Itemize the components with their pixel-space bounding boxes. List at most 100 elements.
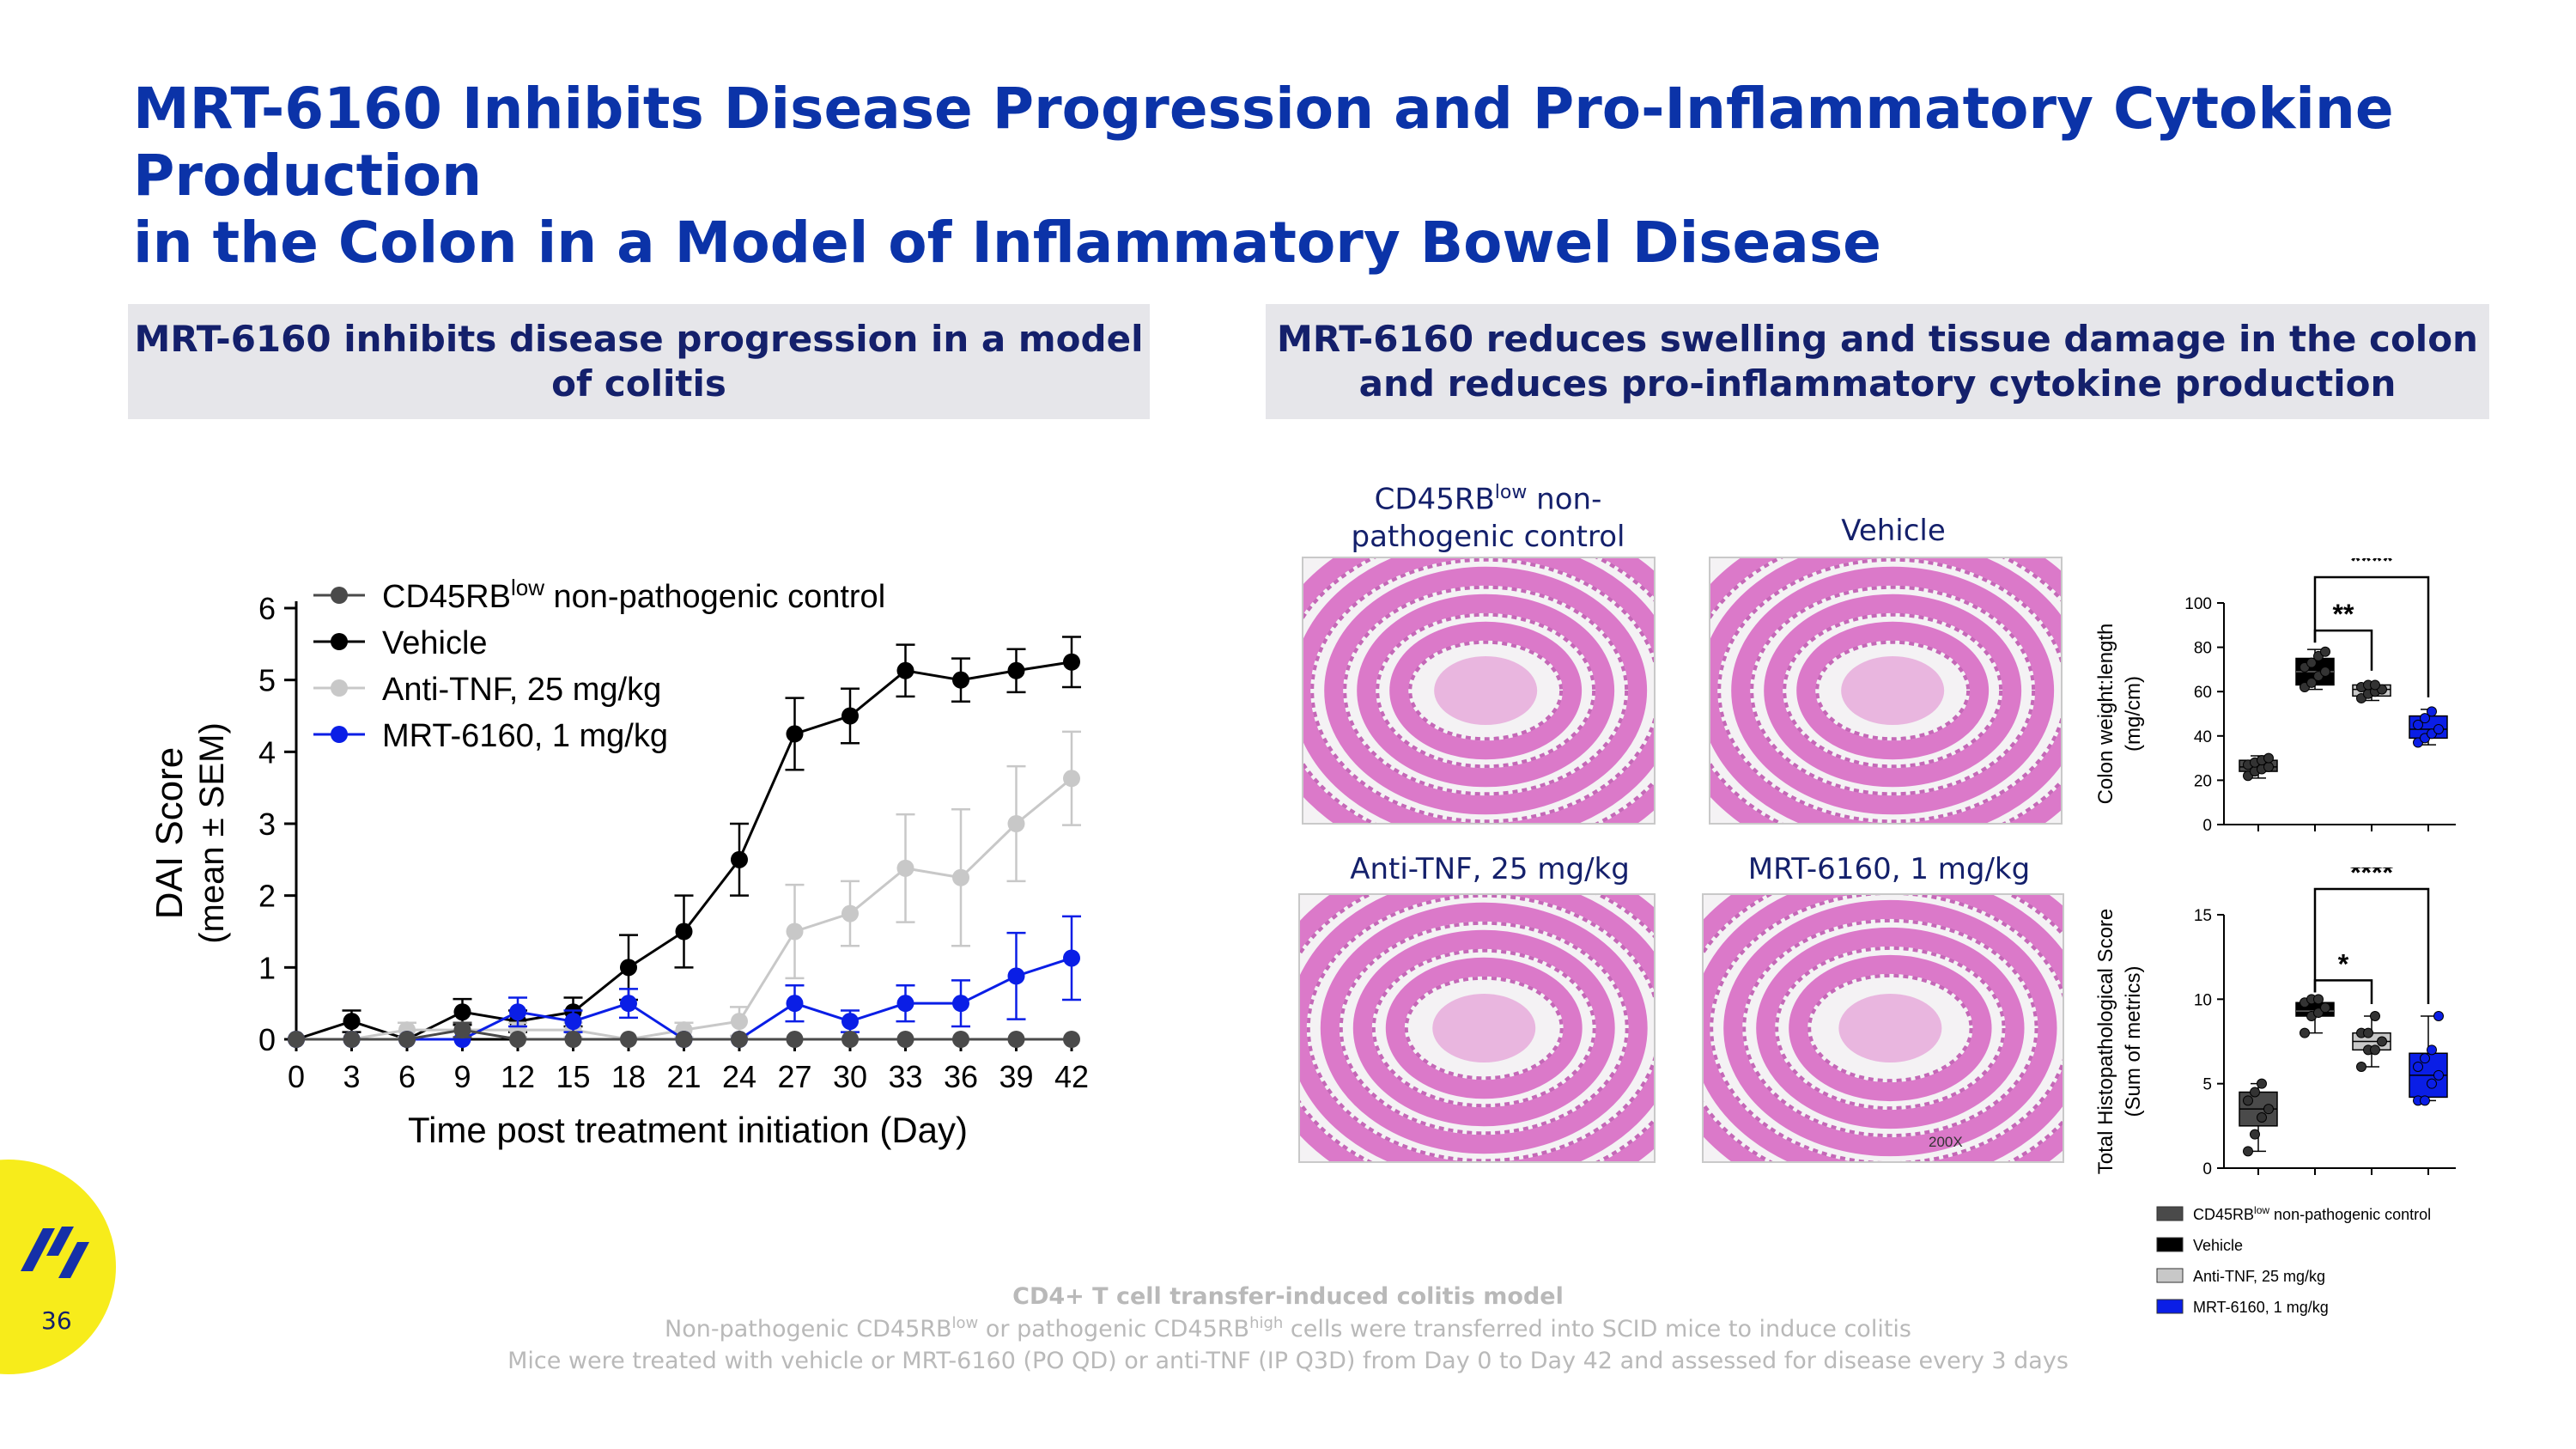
- y-tick-label: 4: [258, 734, 276, 770]
- page-number: 36: [41, 1306, 72, 1335]
- box-point-vehicle: [2313, 994, 2324, 1005]
- right-panel-header-line1: MRT-6160 reduces swelling and tissue dam…: [1277, 318, 2478, 360]
- box-y-label: Colon weight:length: [2094, 624, 2117, 805]
- legend-marker-control: [331, 587, 348, 604]
- line-chart-legend: CD45RBlow non-pathogenic control Vehicle A…: [313, 575, 885, 754]
- data-point-anti_tnf: [841, 904, 859, 922]
- data-point-control: [453, 1021, 471, 1039]
- box-point-anti_tnf: [2370, 1044, 2380, 1056]
- box-y-tick-label: 0: [2202, 817, 2212, 835]
- histology-drawing-anti-tnf: [1300, 895, 1654, 1161]
- slide-title: MRT-6160 Inhibits Disease Progression an…: [133, 76, 2494, 277]
- box-point-control: [2250, 1087, 2260, 1098]
- data-point-vehicle: [1063, 653, 1080, 671]
- tissue-ring: [1756, 927, 2025, 1129]
- right-panel-header: MRT-6160 reduces swelling and tissue dam…: [1266, 304, 2489, 419]
- tissue-villi: [1783, 612, 2003, 769]
- caption-control-main: CD45RB: [1374, 482, 1495, 517]
- tissue-villi: [1343, 585, 1629, 796]
- x-tick-label: 6: [398, 1059, 416, 1094]
- box-point-vehicle: [2300, 1027, 2310, 1038]
- tissue-villi: [1775, 946, 2006, 1111]
- data-point-mrt: [1063, 949, 1080, 967]
- footer-title: CD4+ T cell transfer-induced colitis mod…: [0, 1283, 2576, 1310]
- tissue-ring: [1731, 566, 2055, 815]
- data-point-control: [343, 1031, 361, 1048]
- data-point-control: [786, 1031, 804, 1048]
- x-tick-label: 39: [999, 1059, 1033, 1094]
- box-point-anti_tnf: [2363, 1027, 2373, 1038]
- box-point-mrt: [2433, 1011, 2444, 1021]
- box-point-control: [2257, 1112, 2267, 1123]
- significance-label: ****: [2350, 558, 2393, 576]
- box-point-mrt: [2413, 1062, 2423, 1072]
- x-axis-label: Time post treatment initiation (Day): [408, 1110, 968, 1150]
- tissue-ring: [1796, 621, 1990, 760]
- caption-control-rest: non-: [1527, 482, 1602, 517]
- box-point-control: [2263, 1104, 2274, 1115]
- box-point-vehicle: [2320, 1002, 2330, 1014]
- line-chart-series: [288, 636, 1081, 1048]
- box-point-vehicle: [2320, 666, 2330, 677]
- data-point-mrt: [509, 1003, 526, 1021]
- data-point-control: [896, 1031, 914, 1048]
- box-y-tick-label: 20: [2194, 772, 2212, 790]
- data-point-anti_tnf: [896, 859, 914, 877]
- tissue-lumen: [1841, 656, 1945, 725]
- box-point-anti_tnf: [2356, 1062, 2366, 1072]
- box-y-tick-label: 60: [2194, 684, 2212, 702]
- data-point-control: [398, 1031, 416, 1048]
- box-point-vehicle: [2320, 646, 2330, 657]
- histology-drawing-vehicle: [1710, 558, 2061, 823]
- x-tick-label: 9: [453, 1059, 471, 1094]
- data-point-control: [564, 1031, 582, 1048]
- left-panel-header-line1: MRT-6160 inhibits disease progression in…: [134, 318, 1144, 360]
- box-point-mrt: [2433, 724, 2444, 735]
- tissue-villi: [1815, 640, 1971, 741]
- legend-label-anti_tnf: Anti-TNF, 25 mg/kg: [382, 672, 661, 708]
- x-tick-label: 27: [777, 1059, 811, 1094]
- box-point-mrt: [2420, 1095, 2430, 1106]
- footer-line2: Non-pathogenic CD45RBlow or pathogenic C…: [0, 1314, 2576, 1342]
- box-y-tick-label: 100: [2184, 595, 2212, 613]
- data-point-mrt: [786, 995, 804, 1013]
- tissue-villi: [1710, 895, 2063, 1161]
- box-point-mrt: [2433, 1069, 2444, 1081]
- box-point-mrt: [2420, 713, 2430, 724]
- footer-line2-sup2: high: [1249, 1314, 1284, 1332]
- x-tick-label: 33: [888, 1059, 922, 1094]
- tissue-lumen: [1434, 656, 1538, 725]
- footer-line2-b: or pathogenic CD45RB: [978, 1316, 1250, 1342]
- y-tick-label: 3: [258, 807, 276, 842]
- box-point-mrt: [2427, 1044, 2437, 1056]
- legend-label-mrt: MRT-6160, 1 mg/kg: [382, 718, 668, 754]
- caption-anti-tnf-text: Anti-TNF, 25 mg/kg: [1350, 852, 1630, 886]
- box-y-tick-label: 15: [2194, 907, 2212, 925]
- left-panel-header: MRT-6160 inhibits disease progression in…: [128, 304, 1150, 419]
- slide-title-line2: in the Colon in a Model of Inflammatory …: [133, 210, 1881, 276]
- significance-label: ****: [2350, 868, 2393, 888]
- legend-marker-vehicle: [331, 633, 348, 650]
- data-point-control: [1007, 1031, 1025, 1048]
- data-point-vehicle: [952, 671, 969, 689]
- colon-weight-boxplot: 0 20 40 60 80 100 Colon weight:length (mg/cm) **…: [2094, 558, 2456, 835]
- tissue-ring: [1385, 957, 1583, 1099]
- data-point-vehicle: [675, 922, 693, 941]
- data-point-control: [620, 1031, 637, 1048]
- data-point-anti_tnf: [1063, 770, 1080, 788]
- y-tick-label: 2: [258, 879, 276, 914]
- box-y-label-2: (Sum of metrics): [2122, 965, 2145, 1117]
- tissue-ring: [1764, 594, 2022, 788]
- y-axis-label: DAI Score: [149, 747, 191, 920]
- x-tick-label: 3: [343, 1059, 360, 1094]
- x-tick-label: 30: [833, 1059, 867, 1094]
- data-point-vehicle: [453, 1003, 471, 1021]
- data-point-mrt: [896, 995, 914, 1013]
- data-point-vehicle: [1007, 661, 1025, 679]
- tissue-villi: [1339, 921, 1629, 1135]
- caption-mrt-text: MRT-6160, 1 mg/kg: [1747, 852, 2031, 886]
- histology-image-anti-tnf: [1298, 893, 1656, 1163]
- tissue-ring: [1324, 566, 1648, 815]
- y-tick-label: 1: [258, 950, 276, 985]
- significance-bracket: [2313, 887, 2430, 1004]
